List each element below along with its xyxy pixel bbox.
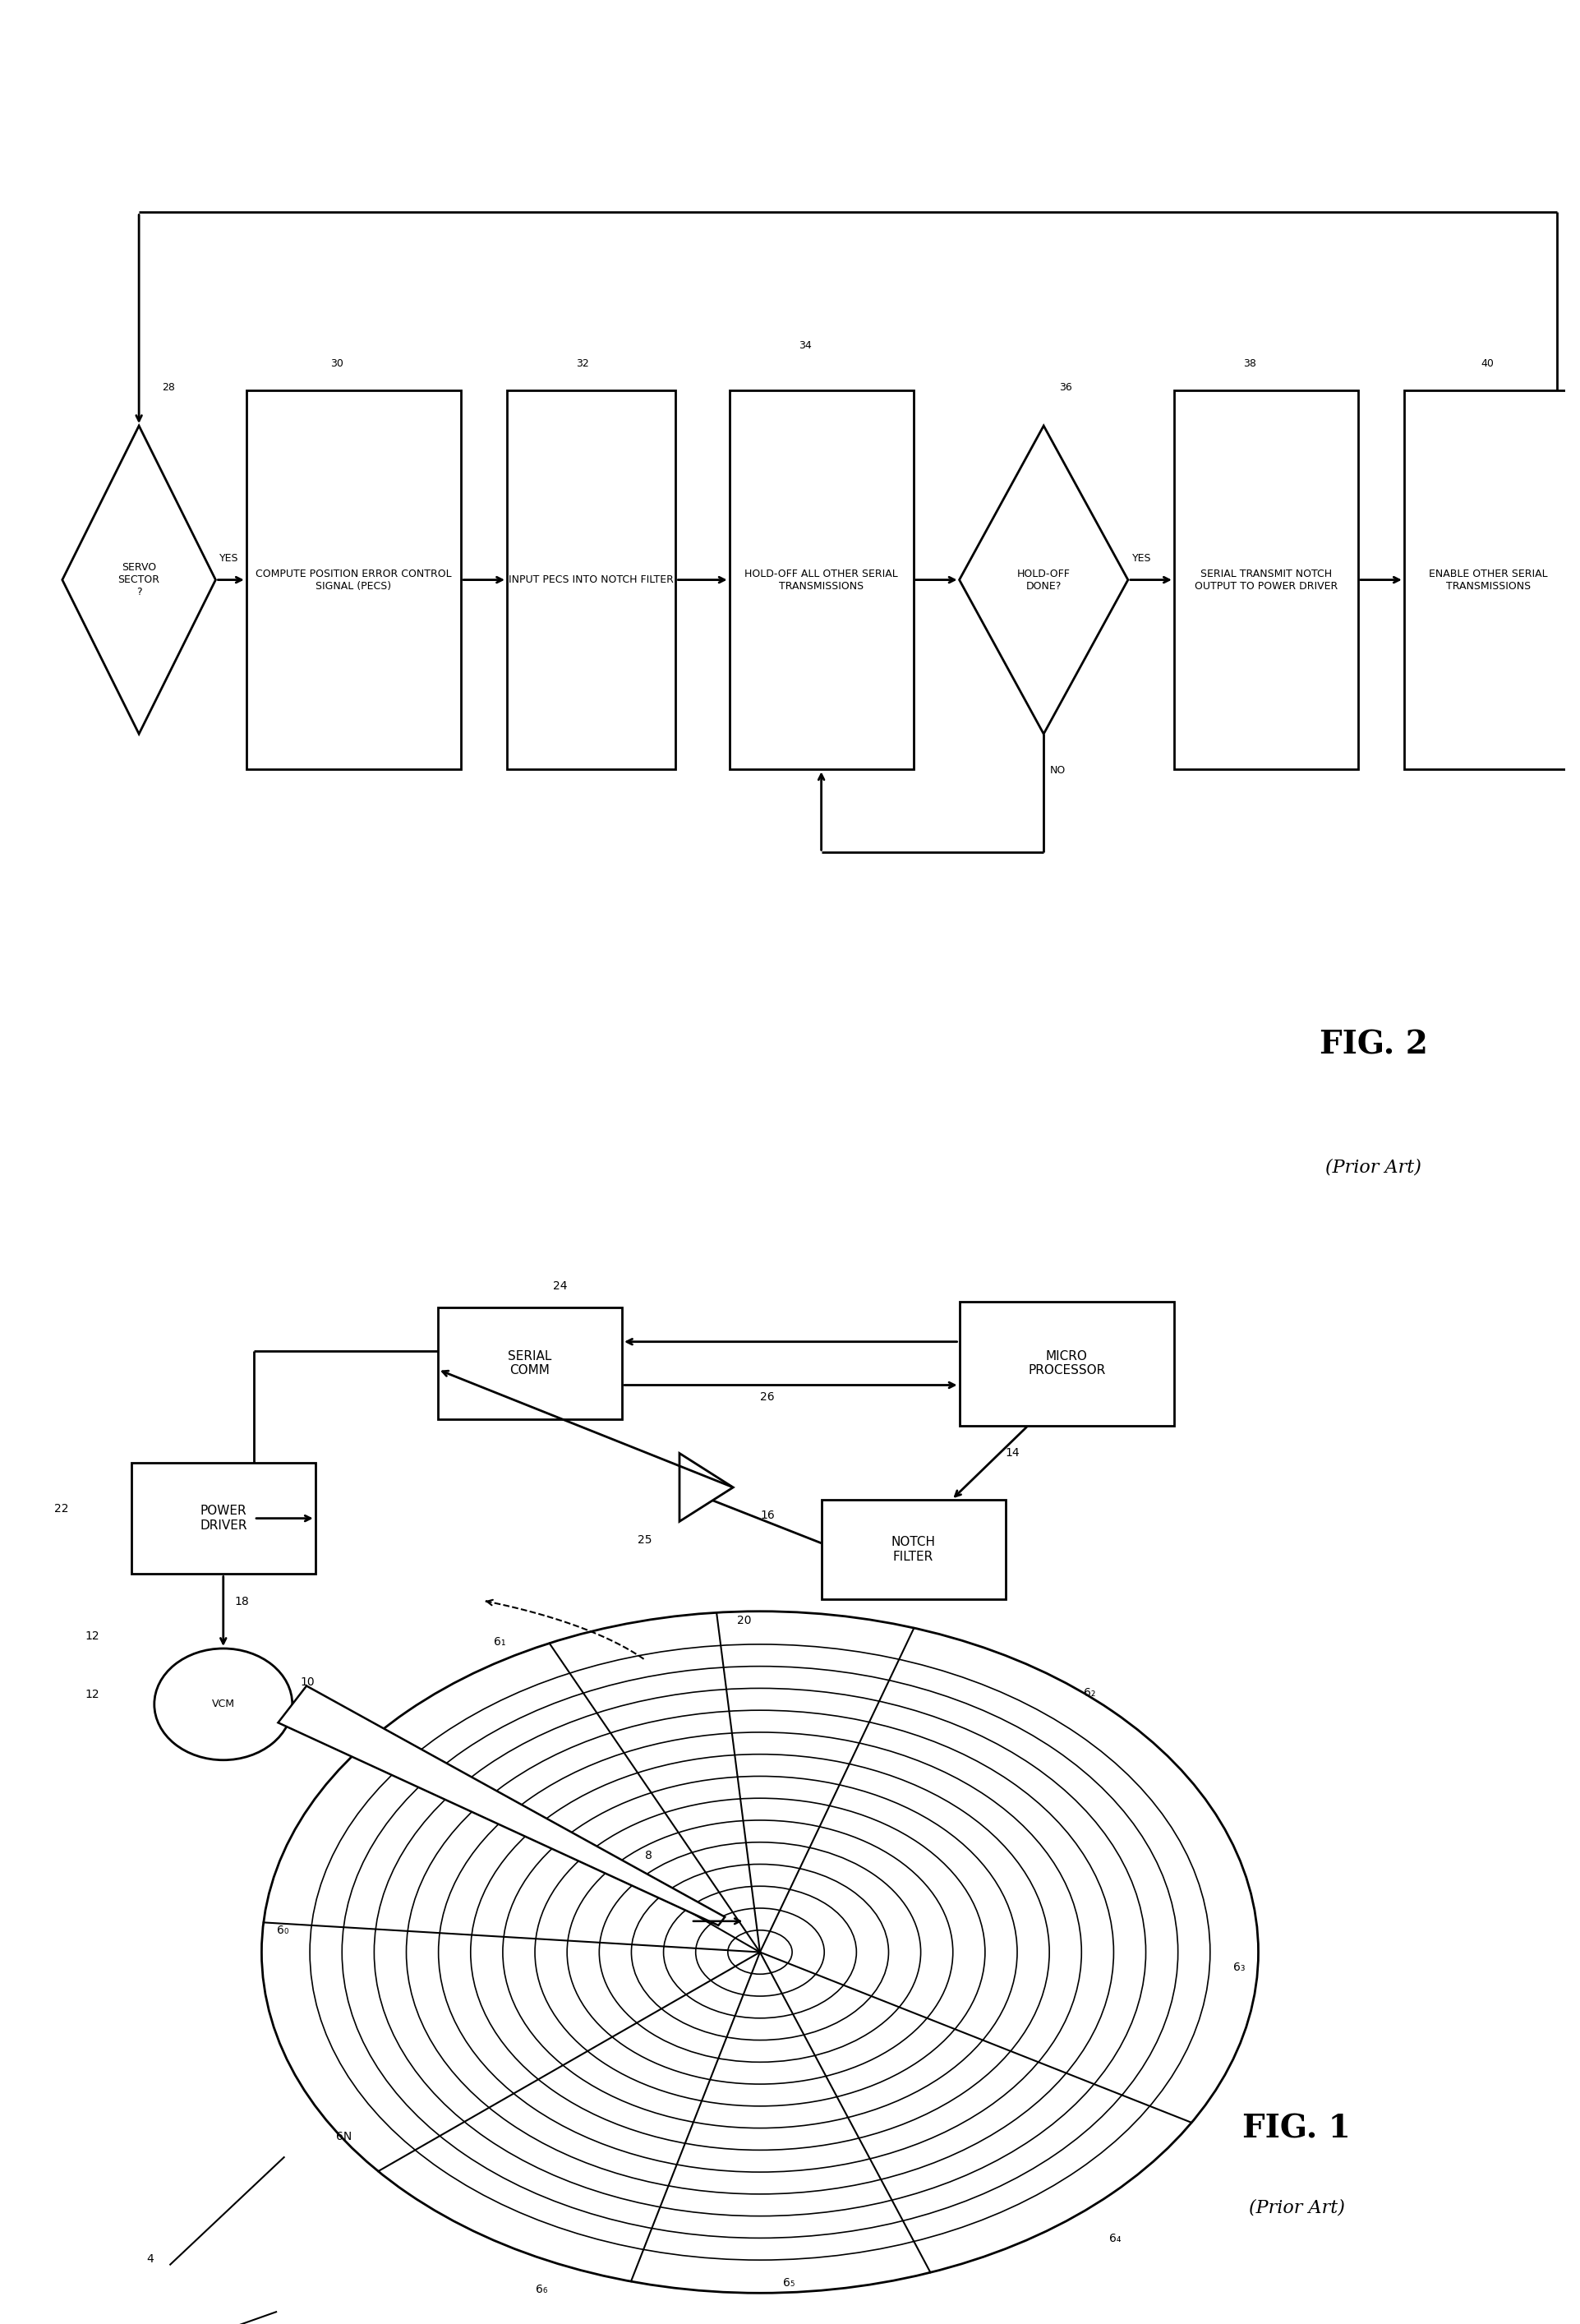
Text: ENABLE OTHER SERIAL
TRANSMISSIONS: ENABLE OTHER SERIAL TRANSMISSIONS [1428, 569, 1547, 590]
Text: SERIAL TRANSMIT NOTCH
OUTPUT TO POWER DRIVER: SERIAL TRANSMIT NOTCH OUTPUT TO POWER DR… [1194, 569, 1337, 590]
Polygon shape [278, 1685, 725, 1924]
Text: 40: 40 [1480, 358, 1493, 370]
Text: 6N: 6N [337, 2131, 352, 2143]
Text: POWER
DRIVER: POWER DRIVER [199, 1506, 246, 1532]
FancyBboxPatch shape [1174, 390, 1357, 769]
Text: COMPUTE POSITION ERROR CONTROL
SIGNAL (PECS): COMPUTE POSITION ERROR CONTROL SIGNAL (P… [256, 569, 452, 590]
Text: 6₁: 6₁ [493, 1636, 506, 1648]
Text: 34: 34 [798, 342, 811, 351]
FancyBboxPatch shape [131, 1462, 314, 1573]
Text: 26: 26 [760, 1392, 774, 1404]
Text: 12: 12 [85, 1629, 100, 1641]
Text: 18: 18 [235, 1597, 250, 1608]
Text: 6₅: 6₅ [782, 2278, 795, 2289]
FancyBboxPatch shape [1403, 390, 1572, 769]
Text: 25: 25 [637, 1534, 651, 1545]
FancyBboxPatch shape [438, 1308, 621, 1420]
FancyBboxPatch shape [959, 1301, 1174, 1425]
Text: MICRO
PROCESSOR: MICRO PROCESSOR [1027, 1350, 1104, 1376]
Text: 4: 4 [147, 2252, 153, 2264]
FancyBboxPatch shape [822, 1499, 1005, 1599]
Text: 6₀: 6₀ [276, 1924, 288, 1936]
Text: 6₃: 6₃ [1232, 1961, 1245, 1973]
Text: YES: YES [220, 553, 239, 565]
Text: SERVO
SECTOR
?: SERVO SECTOR ? [118, 562, 160, 597]
Text: NO: NO [1049, 765, 1065, 776]
Polygon shape [679, 1452, 733, 1522]
Text: (Prior Art): (Prior Art) [1324, 1157, 1420, 1176]
Text: 22: 22 [55, 1504, 70, 1515]
Text: 6₂: 6₂ [1084, 1687, 1095, 1699]
Text: FIG. 1: FIG. 1 [1242, 2113, 1349, 2145]
Text: INPUT PECS INTO NOTCH FILTER: INPUT PECS INTO NOTCH FILTER [509, 574, 673, 586]
Polygon shape [62, 425, 215, 734]
Text: (Prior Art): (Prior Art) [1248, 2199, 1345, 2217]
FancyBboxPatch shape [507, 390, 675, 769]
Text: 24: 24 [553, 1281, 567, 1292]
Text: FIG. 2: FIG. 2 [1318, 1030, 1427, 1060]
Text: 6₄: 6₄ [1108, 2233, 1120, 2245]
Text: 36: 36 [1059, 381, 1071, 393]
Text: 32: 32 [575, 358, 589, 370]
Text: 28: 28 [161, 381, 175, 393]
Text: 38: 38 [1242, 358, 1256, 370]
FancyBboxPatch shape [246, 390, 461, 769]
Polygon shape [959, 425, 1128, 734]
Text: 12: 12 [85, 1690, 100, 1701]
Text: 20: 20 [736, 1615, 750, 1627]
Text: YES: YES [1131, 553, 1150, 565]
Text: HOLD-OFF ALL OTHER SERIAL
TRANSMISSIONS: HOLD-OFF ALL OTHER SERIAL TRANSMISSIONS [744, 569, 897, 590]
Text: 8: 8 [645, 1850, 653, 1862]
Circle shape [155, 1648, 292, 1759]
Text: 10: 10 [300, 1676, 314, 1687]
Text: 6₆: 6₆ [536, 2284, 547, 2296]
Text: HOLD-OFF
DONE?: HOLD-OFF DONE? [1016, 569, 1070, 590]
Text: 16: 16 [760, 1508, 774, 1520]
FancyBboxPatch shape [728, 390, 913, 769]
Text: NOTCH
FILTER: NOTCH FILTER [891, 1536, 935, 1562]
Text: 30: 30 [330, 358, 343, 370]
Text: VCM: VCM [212, 1699, 235, 1710]
Text: SERIAL
COMM: SERIAL COMM [507, 1350, 551, 1376]
Text: 14: 14 [1005, 1448, 1019, 1459]
